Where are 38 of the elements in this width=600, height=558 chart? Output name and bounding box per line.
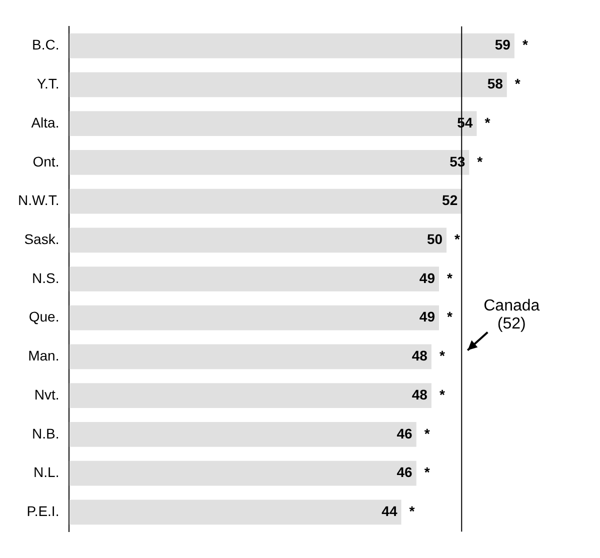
bar	[69, 344, 432, 370]
bar	[69, 383, 432, 408]
bar	[69, 111, 477, 136]
y-tick-label: Sask.	[24, 231, 60, 247]
bar	[69, 422, 416, 447]
bar	[69, 228, 447, 253]
y-tick-label: N.L.	[34, 464, 60, 480]
data-label: 49 *	[419, 308, 453, 325]
y-tick-label: N.S.	[32, 270, 60, 286]
data-label: 48 *	[412, 386, 446, 402]
bar	[69, 150, 470, 175]
y-tick-label: N.W.T.	[18, 192, 60, 208]
data-label: 46 *	[396, 464, 430, 480]
bar	[69, 266, 439, 292]
y-tick-label: B.C.	[32, 36, 60, 53]
data-label: 52	[442, 192, 458, 208]
y-tick-label: Ont.	[32, 153, 60, 170]
data-label: 48 *	[412, 348, 446, 364]
y-tick-label: N.B.	[32, 425, 60, 442]
bar	[69, 33, 514, 58]
y-tick-label: Man.	[28, 348, 60, 364]
bar	[69, 460, 416, 486]
bar	[69, 305, 439, 330]
y-tick-label: Y.T.	[36, 76, 60, 92]
y-tick-label: P.E.I.	[26, 503, 60, 520]
data-label: 58 *	[487, 76, 521, 92]
bar	[69, 188, 462, 214]
y-tick-label: Que.	[28, 308, 60, 325]
data-label: 50 *	[426, 231, 461, 247]
data-label: 49 *	[419, 270, 453, 286]
data-label: 59 *	[494, 36, 528, 53]
y-tick-label: Alta.	[31, 114, 60, 130]
bar	[69, 72, 507, 98]
y-tick-label: Nvt.	[34, 386, 60, 402]
data-label: 46 *	[396, 425, 430, 442]
bar	[69, 500, 402, 525]
ref-line-label: Canada (52)	[484, 298, 540, 333]
data-label: 44 *	[382, 503, 416, 520]
